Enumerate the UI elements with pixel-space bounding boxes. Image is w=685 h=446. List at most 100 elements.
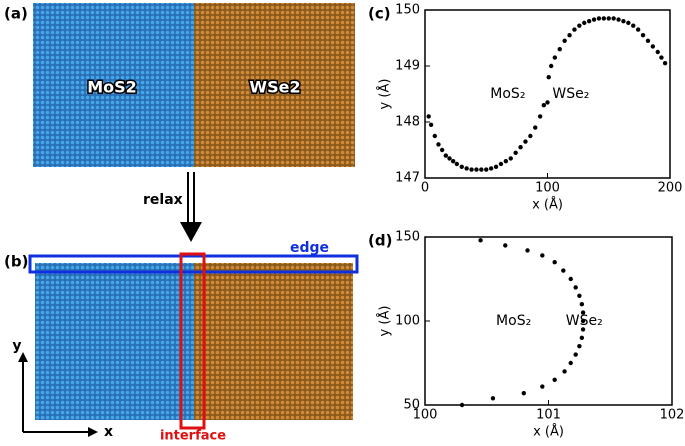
point: [428, 122, 434, 128]
point: [541, 103, 547, 108]
point: [645, 38, 651, 43]
axis-label: x: [104, 424, 113, 440]
point: [508, 156, 513, 161]
point: [546, 75, 551, 80]
point: [635, 27, 641, 32]
point: [513, 150, 518, 155]
point: [469, 167, 474, 172]
point: [579, 335, 585, 340]
wse2-region: [194, 263, 353, 420]
point: [573, 285, 578, 290]
mos2-region: [33, 3, 194, 167]
x-tick-label: 101: [536, 408, 561, 423]
annotation: MoS₂: [490, 86, 525, 102]
panel-label: (d): [368, 232, 392, 250]
point: [655, 49, 660, 55]
point: [454, 161, 460, 167]
point: [503, 159, 509, 164]
point: [479, 167, 484, 172]
x-tick-label: 200: [658, 181, 683, 196]
panel-label: (b): [4, 253, 28, 271]
interface-box: [179, 252, 206, 430]
point: [552, 260, 557, 265]
point: [626, 20, 631, 26]
panel-label: (a): [4, 5, 28, 23]
point: [490, 396, 496, 401]
panel-label: (c): [368, 5, 391, 23]
point: [557, 47, 562, 52]
point: [552, 55, 558, 60]
point: [562, 38, 567, 43]
point: [493, 164, 499, 169]
point: [631, 23, 636, 28]
point: [573, 352, 578, 357]
y-tick-label: 147: [395, 171, 420, 186]
point: [568, 360, 573, 366]
point: [640, 33, 646, 38]
arrow-head: [180, 222, 202, 242]
point: [450, 159, 456, 164]
point: [498, 161, 504, 167]
plot-frame: [424, 236, 673, 406]
point: [579, 302, 585, 307]
y-tick-label: 150: [395, 3, 420, 18]
annotation: WSe₂: [552, 86, 589, 102]
point: [552, 377, 557, 382]
point: [591, 17, 597, 22]
arrow-head: [18, 352, 28, 362]
edge-label: edge: [290, 240, 329, 256]
x-tick-label: 100: [535, 181, 560, 196]
x-tick-label: 100: [413, 408, 438, 423]
point: [484, 167, 489, 172]
annotation: MoS₂: [496, 313, 531, 329]
point: [540, 384, 545, 389]
point: [521, 391, 526, 396]
point: [459, 402, 465, 408]
point: [537, 114, 543, 119]
point: [582, 20, 587, 26]
material-label: WSe2: [249, 78, 300, 97]
arrow-head: [88, 427, 98, 437]
point: [528, 133, 533, 139]
point: [616, 17, 621, 22]
y-axis-label: y (Å): [377, 306, 393, 337]
y-tick-label: 100: [395, 314, 420, 329]
point: [580, 318, 586, 324]
point: [577, 344, 582, 349]
y-tick-label: 149: [395, 59, 420, 74]
point: [659, 55, 664, 60]
point: [523, 139, 528, 144]
point: [577, 293, 582, 298]
point: [562, 369, 567, 374]
mos2-region: [35, 263, 194, 420]
point: [525, 248, 530, 253]
point: [548, 63, 554, 69]
y-tick-label: 50: [403, 398, 420, 413]
point: [478, 238, 483, 243]
point: [503, 243, 508, 248]
point: [464, 166, 469, 171]
point: [533, 125, 538, 130]
point: [432, 133, 437, 139]
point: [443, 153, 449, 158]
point: [611, 16, 616, 21]
point: [436, 142, 441, 147]
x-tick-label: 102: [660, 408, 685, 423]
point: [474, 167, 479, 172]
material-label: MoS2: [87, 78, 137, 97]
point: [596, 16, 602, 21]
x-axis-label: x (Å): [533, 424, 564, 440]
relax-label: relax: [143, 192, 183, 208]
wse2-region: [194, 3, 355, 167]
point: [426, 114, 431, 119]
point: [572, 27, 577, 32]
point: [447, 156, 452, 161]
point: [561, 268, 566, 273]
point: [601, 16, 607, 21]
y-tick-label: 150: [395, 230, 420, 245]
point: [568, 276, 573, 282]
x-tick-label: 0: [421, 181, 429, 196]
point: [518, 145, 523, 150]
point: [577, 23, 582, 28]
